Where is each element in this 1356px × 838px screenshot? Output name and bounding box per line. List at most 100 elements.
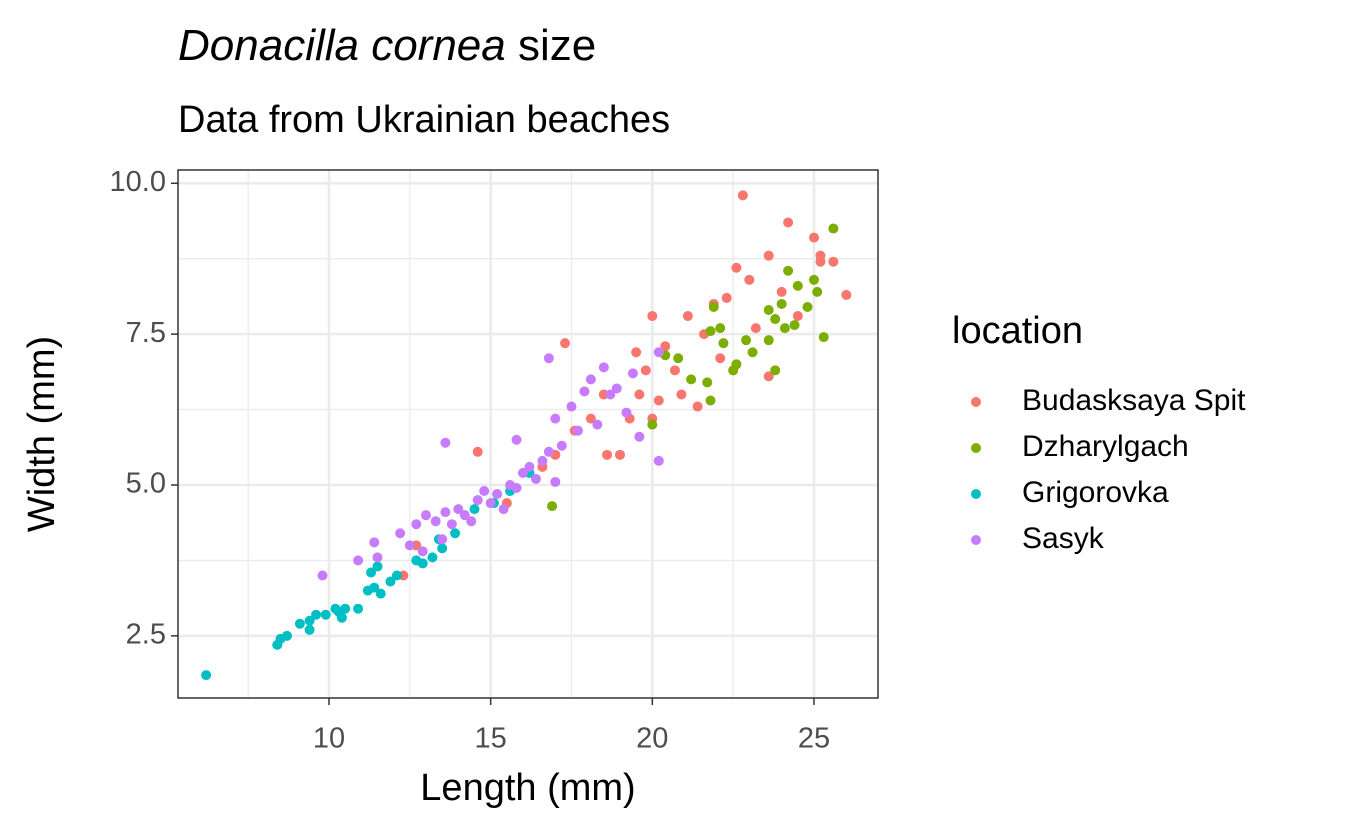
point (770, 365, 781, 376)
point (566, 401, 577, 412)
point (530, 473, 541, 484)
point (479, 486, 490, 497)
point (812, 286, 823, 297)
point (585, 413, 596, 424)
point (472, 495, 483, 506)
legend-marker (971, 397, 981, 407)
point (763, 335, 774, 346)
point (808, 232, 819, 243)
point (808, 274, 819, 285)
point (524, 461, 535, 472)
point (453, 504, 464, 515)
point (294, 618, 305, 629)
point (466, 516, 477, 527)
point (201, 670, 212, 681)
y-tick-label: 5.0 (126, 468, 166, 500)
point (669, 365, 680, 376)
point (653, 347, 664, 358)
point (818, 332, 829, 343)
point (579, 386, 590, 397)
chart-subtitle: Data from Ukrainian beaches (178, 99, 670, 141)
point (605, 389, 616, 400)
x-tick-label: 25 (798, 723, 830, 755)
point (728, 365, 739, 376)
point (550, 476, 561, 487)
legend-label: Sasyk (1022, 522, 1105, 555)
legend-title: location (952, 310, 1083, 352)
point (492, 489, 503, 500)
point (686, 374, 697, 385)
legend-label: Dzharylgach (1022, 430, 1189, 463)
point (281, 630, 292, 641)
point (692, 401, 703, 412)
point (631, 347, 642, 358)
point (763, 250, 774, 261)
point (750, 323, 761, 334)
point (517, 467, 528, 478)
point (372, 561, 383, 572)
point (592, 419, 603, 430)
grid (178, 170, 878, 698)
point (511, 434, 522, 445)
point (614, 449, 625, 460)
title-italic: Donacilla cornea (178, 21, 506, 70)
point (543, 353, 554, 364)
point (676, 389, 687, 400)
point (705, 395, 716, 406)
point (634, 431, 645, 442)
x-axis-title: Length (mm) (420, 767, 635, 809)
point (776, 286, 787, 297)
point (647, 419, 658, 430)
point (744, 274, 755, 285)
points (201, 190, 852, 681)
point (621, 407, 632, 418)
point (366, 567, 377, 578)
point (417, 546, 428, 557)
point (792, 311, 803, 322)
point (311, 609, 322, 620)
point (417, 558, 428, 569)
point (763, 304, 774, 315)
point (336, 612, 347, 623)
point (737, 190, 748, 201)
point (828, 223, 839, 234)
point (647, 311, 658, 322)
point (340, 603, 351, 614)
point (634, 389, 645, 400)
panel-border (177, 169, 879, 699)
chart-title: Donacilla cornea size (178, 21, 596, 70)
point (556, 440, 567, 451)
point (353, 555, 364, 566)
title-plain: size (518, 21, 596, 70)
point (437, 534, 448, 545)
point (802, 301, 813, 312)
y-axis-title: Width (mm) (21, 336, 63, 532)
point (385, 576, 396, 587)
legend-marker (971, 443, 981, 453)
x-tick-label: 20 (636, 723, 668, 755)
point (715, 353, 726, 364)
point (585, 374, 596, 385)
point (705, 326, 716, 337)
point (427, 552, 438, 563)
point (537, 455, 548, 466)
point (779, 323, 790, 334)
point (420, 510, 431, 521)
point (602, 449, 613, 460)
x-tick-label: 15 (475, 723, 507, 755)
point (543, 446, 554, 457)
point (304, 615, 315, 626)
point (369, 537, 380, 548)
point (653, 395, 664, 406)
point (550, 413, 561, 424)
point (395, 528, 406, 539)
point (770, 314, 781, 325)
point (718, 338, 729, 349)
legend-label: Grigorovka (1022, 476, 1169, 509)
point (783, 265, 794, 276)
point (375, 588, 386, 599)
point (430, 516, 441, 527)
point (789, 320, 800, 331)
y-tick-label: 7.5 (126, 317, 166, 349)
